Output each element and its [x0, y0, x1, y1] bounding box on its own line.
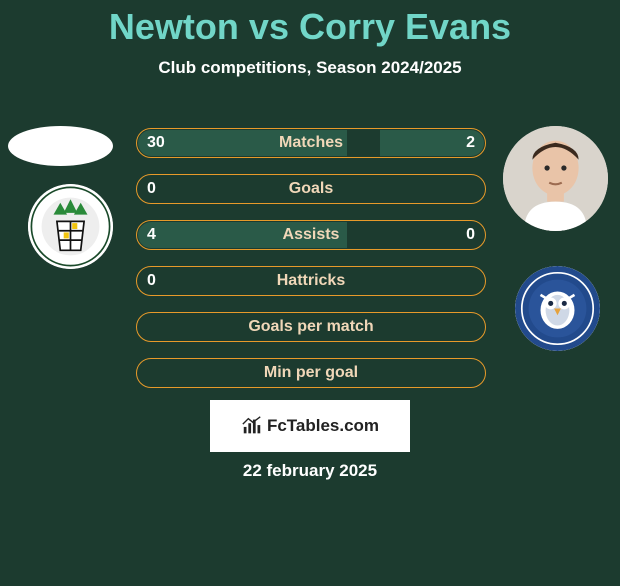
brand-text: FcTables.com [267, 416, 379, 436]
player2-name: Corry Evans [299, 6, 511, 47]
player1-name: Newton [109, 6, 239, 47]
stat-value-right: 2 [466, 129, 475, 157]
brand-box: FcTables.com [210, 400, 410, 452]
subtitle: Club competitions, Season 2024/2025 [0, 58, 620, 78]
stat-label: Goals per match [137, 313, 485, 341]
stat-value-left: 4 [147, 221, 156, 249]
player1-club-badge [28, 184, 113, 269]
stat-row: Goals0 [136, 174, 486, 204]
stat-label: Goals [137, 175, 485, 203]
stat-row: Goals per match [136, 312, 486, 342]
player2-club-badge [515, 266, 600, 351]
footer-date: 22 february 2025 [0, 461, 620, 481]
stat-row: Hattricks0 [136, 266, 486, 296]
stat-value-right: 0 [466, 221, 475, 249]
player1-avatar [8, 126, 113, 166]
stat-value-left: 0 [147, 175, 156, 203]
page-title: Newton vs Corry Evans [0, 6, 620, 48]
comparison-chart: Matches302Goals0Assists40Hattricks0Goals… [136, 128, 486, 404]
stat-row: Matches30 2 [136, 128, 486, 158]
stat-value-left: 30 [147, 129, 165, 157]
stat-label: Assists [137, 221, 485, 249]
brand-chart-icon [241, 415, 263, 437]
vs-text: vs [249, 6, 289, 47]
stat-label: Matches [137, 129, 485, 157]
stat-label: Min per goal [137, 359, 485, 387]
stat-row: Min per goal [136, 358, 486, 388]
stat-label: Hattricks [137, 267, 485, 295]
player2-avatar [503, 126, 608, 231]
stat-row: Assists4 0 [136, 220, 486, 250]
stat-value-left: 0 [147, 267, 156, 295]
